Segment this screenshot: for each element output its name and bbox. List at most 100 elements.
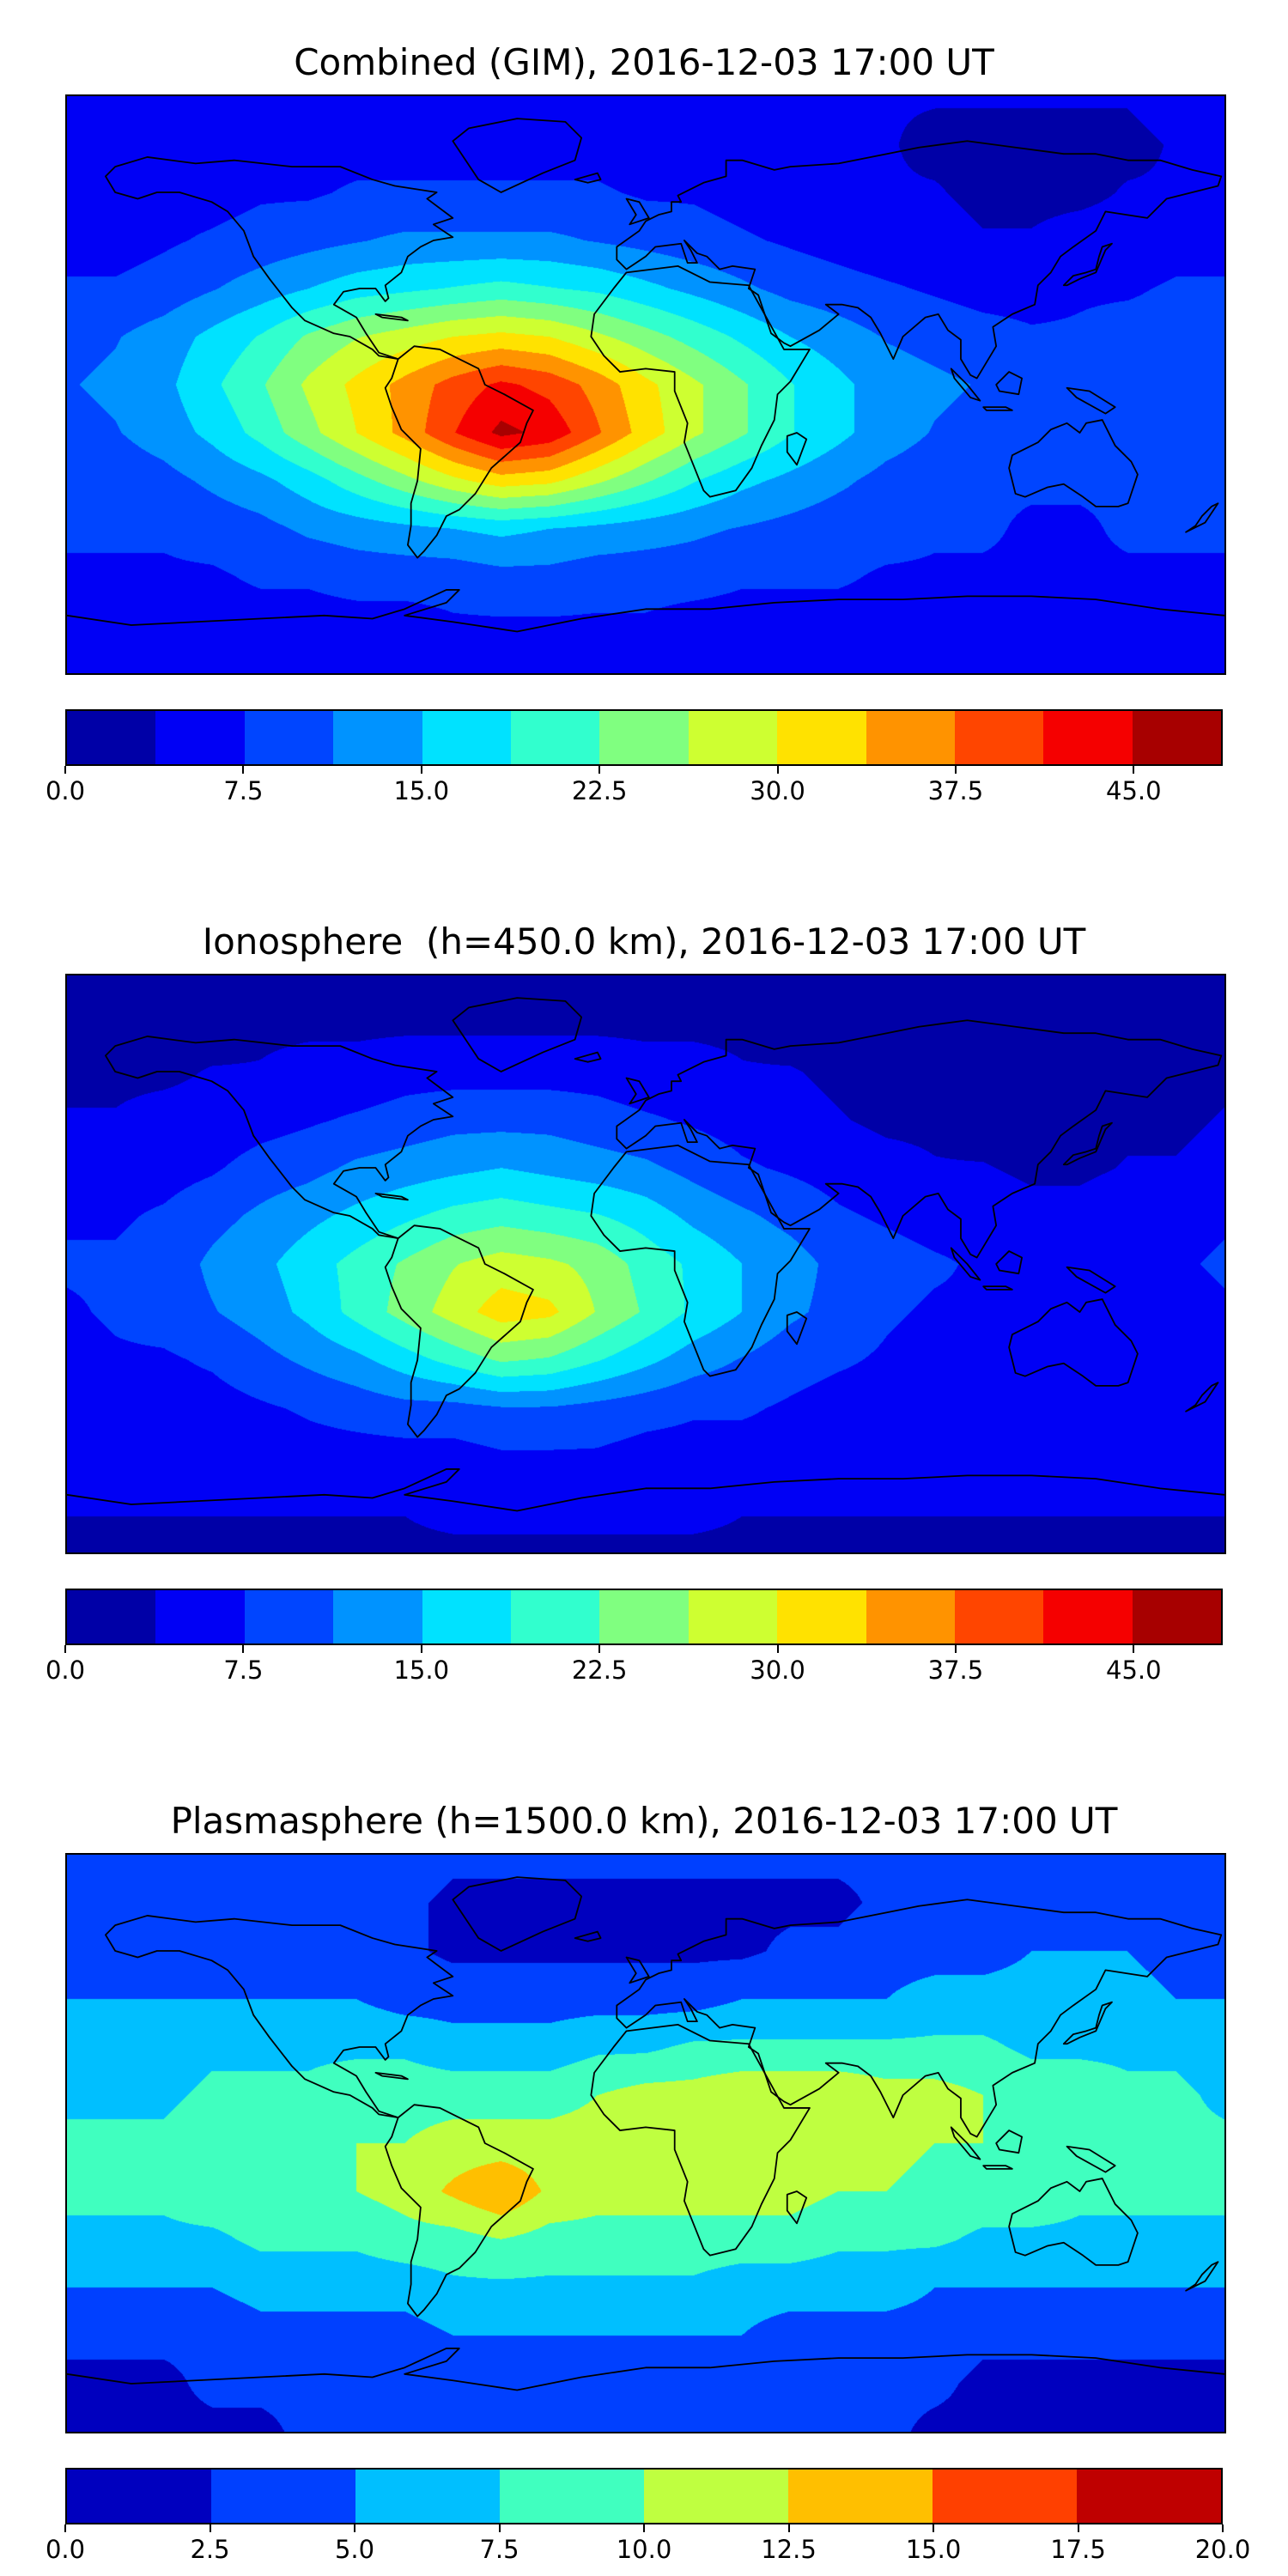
coastline-path: [67, 1469, 1224, 1511]
coastline-overlay: [67, 96, 1224, 673]
panel-title-combined: Combined (GIM), 2016-12-03 17:00 UT: [294, 41, 994, 83]
colorbar-segment: [1043, 711, 1133, 764]
colorbar-segment: [500, 2470, 644, 2523]
colorbar-labels: 0.0 7.5 15.0 22.5 30.0 37.5 45.0: [46, 776, 1223, 811]
colorbar-tick: [598, 766, 601, 774]
coastline-path: [106, 1036, 453, 1238]
coastline-path: [1067, 1267, 1115, 1293]
colorbar-tick-label: 2.5: [190, 2535, 230, 2564]
colorbar-ticks: [64, 1645, 1223, 1654]
colorbar-tick: [242, 1645, 245, 1653]
panel-ionosphere: Ionosphere (h=450.0 km), 2016-12-03 17:0…: [46, 920, 1226, 1690]
coastline-path: [627, 1957, 649, 1983]
tec-heatmap-canvas: [67, 96, 1224, 673]
colorbar-segment: [211, 2470, 355, 2523]
colorbar-labels: 0.0 7.5 15.0 22.5 30.0 37.5 45.0: [46, 1656, 1223, 1690]
colorbar-tick-label: 10.0: [616, 2535, 672, 2564]
coastline-path: [1067, 388, 1115, 414]
colorbar: [65, 2468, 1223, 2524]
coastline-path: [106, 1916, 453, 2117]
coastline-path: [591, 2025, 810, 2256]
coastline-path: [575, 173, 601, 183]
colorbar-ticks: [64, 2524, 1224, 2533]
map-combined: [65, 94, 1226, 675]
coastline-path: [1009, 2178, 1138, 2265]
colorbar-segment: [954, 711, 1044, 764]
colorbar-tick: [954, 766, 957, 774]
colorbar-tick-label: 5.0: [334, 2535, 375, 2564]
colorbar-segment: [1132, 711, 1222, 764]
colorbar-tick: [1133, 766, 1135, 774]
coastline-path: [1064, 2002, 1112, 2044]
colorbar-segment: [866, 1590, 955, 1643]
colorbar-tick: [776, 766, 779, 774]
colorbar-tick: [598, 1645, 601, 1653]
colorbar-segment: [510, 1590, 600, 1643]
coastline-path: [591, 1145, 810, 1376]
coastline-path: [386, 346, 533, 557]
coastline-path: [787, 1312, 806, 1344]
coastline-path: [627, 1078, 649, 1103]
coastline-path: [787, 2191, 806, 2223]
colorbar-tick-label: 0.0: [45, 2535, 86, 2564]
colorbar-segment: [933, 2470, 1077, 2523]
coastline-path: [1067, 2147, 1115, 2172]
coastline-path: [617, 1899, 1221, 2136]
coastline-path: [386, 1225, 533, 1437]
coastline-path: [1186, 2262, 1218, 2291]
colorbar-segment: [777, 1590, 866, 1643]
coastline-path: [386, 2105, 533, 2316]
coastline-path: [453, 118, 581, 192]
colorbar-tick-label: 15.0: [393, 1656, 450, 1685]
colorbar-segment: [67, 2470, 211, 2523]
colorbar-tick-label: 30.0: [750, 776, 805, 805]
coastline-overlay: [67, 1855, 1224, 2432]
coastline-path: [787, 433, 806, 465]
colorbar-tick-label: 0.0: [45, 1656, 86, 1685]
colorbar-tick: [420, 1645, 422, 1653]
colorbar-tick: [420, 766, 422, 774]
panel-title-ionosphere: Ionosphere (h=450.0 km), 2016-12-03 17:0…: [202, 920, 1086, 963]
colorbar-tick-label: 30.0: [750, 1656, 805, 1685]
coastline-path: [453, 1877, 581, 1951]
coastline-path: [627, 198, 649, 224]
colorbar-tick: [933, 2524, 934, 2532]
coastline-path: [67, 2348, 1224, 2391]
colorbar-segment: [954, 1590, 1044, 1643]
coastline-overlay: [67, 975, 1224, 1552]
colorbar-tick: [64, 2524, 66, 2532]
colorbar-tick: [643, 2524, 645, 2532]
colorbar-segment: [155, 1590, 245, 1643]
colorbar-tick-label: 15.0: [905, 2535, 962, 2564]
colorbar-tick-label: 17.5: [1050, 2535, 1106, 2564]
coastline-path: [951, 2127, 981, 2159]
colorbar-tick: [64, 766, 66, 774]
coastline-path: [1064, 1123, 1112, 1165]
colorbar-segment: [67, 711, 156, 764]
coastline-path: [983, 2166, 1012, 2169]
colorbar-tick: [787, 2524, 790, 2532]
coastline-path: [575, 1053, 601, 1062]
colorbar-segment: [788, 2470, 933, 2523]
panel-title-plasmasphere: Plasmasphere (h=1500.0 km), 2016-12-03 1…: [170, 1800, 1118, 1842]
map-plasmasphere: [65, 1853, 1226, 2433]
colorbar-segment: [355, 2470, 500, 2523]
colorbar-tick-label: 20.0: [1194, 2535, 1251, 2564]
coastline-path: [1009, 1299, 1138, 1386]
colorbar-tick: [498, 2524, 501, 2532]
colorbar-tick-label: 7.5: [223, 1656, 264, 1685]
colorbar-tick-label: 7.5: [479, 2535, 519, 2564]
colorbar-labels: 0.0 2.5 5.0 7.5 10.0 12.5 15.0 17.5 20.0: [46, 2535, 1250, 2569]
coastline-path: [67, 590, 1224, 632]
coastline-path: [617, 141, 1221, 378]
coastline-path: [1009, 420, 1138, 507]
coastline-path: [375, 314, 407, 320]
coastline-path: [617, 1020, 1221, 1257]
colorbar-segment: [155, 711, 245, 764]
colorbar-tick: [64, 1645, 66, 1653]
colorbar-segment: [688, 1590, 778, 1643]
colorbar-segment: [422, 711, 511, 764]
colorbar-segment: [599, 1590, 689, 1643]
coastline-path: [951, 1248, 981, 1279]
colorbar-tick: [209, 2524, 211, 2532]
